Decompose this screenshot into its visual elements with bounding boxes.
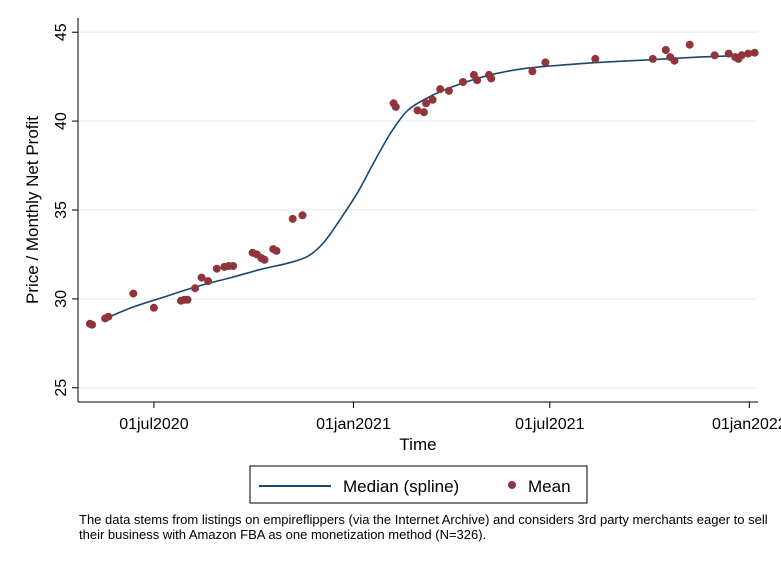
legend-label-mean: Mean — [528, 477, 571, 496]
legend-dot-swatch — [508, 481, 516, 489]
mean-point — [288, 214, 297, 223]
grid-lines — [78, 31, 758, 389]
mean-point — [737, 51, 746, 60]
mean-point — [191, 284, 200, 293]
x-tick-label: 01jul2020 — [119, 416, 189, 433]
footnote: The data stems from listings on empirefl… — [79, 512, 768, 542]
mean-point — [298, 211, 307, 220]
mean-point — [436, 85, 445, 94]
mean-point — [724, 49, 733, 58]
mean-point — [229, 262, 238, 270]
mean-point — [541, 58, 550, 67]
median-spline-line — [101, 54, 752, 321]
mean-point — [413, 106, 422, 115]
mean-point — [459, 78, 467, 86]
mean-series — [85, 40, 759, 329]
mean-point — [487, 74, 496, 83]
y-tick-label: 30 — [53, 290, 70, 308]
y-tick-label: 40 — [53, 112, 70, 130]
mean-point — [129, 289, 138, 298]
mean-point — [422, 99, 431, 108]
mean-point — [648, 54, 657, 63]
mean-point — [391, 102, 400, 111]
legend-box — [249, 465, 588, 504]
mean-point — [750, 48, 759, 57]
mean-point — [272, 246, 281, 255]
y-tick-label: 35 — [53, 201, 70, 219]
legend-label-median: Median (spline) — [343, 477, 459, 496]
x-axis-title: Time — [399, 435, 436, 454]
mean-point — [670, 56, 679, 65]
mean-point — [212, 264, 221, 273]
mean-point — [444, 86, 453, 95]
x-ticks: 01jul2020 01jan2021 01jul2021 01jan2022 — [119, 402, 781, 433]
mean-point — [744, 49, 753, 58]
mean-point — [197, 273, 206, 282]
x-tick-label: 01jan2021 — [316, 416, 391, 433]
x-tick-label: 01jan2022 — [712, 416, 781, 433]
mean-point — [591, 54, 600, 63]
mean-point — [183, 295, 192, 304]
y-axis-title: Price / Monthly Net Profit — [23, 116, 42, 304]
mean-point — [88, 320, 97, 329]
y-tick-label: 25 — [53, 379, 70, 397]
mean-point — [661, 46, 670, 54]
mean-point — [473, 76, 482, 85]
x-tick-label: 01jul2021 — [515, 416, 585, 433]
mean-point — [204, 277, 213, 286]
mean-point — [104, 312, 113, 321]
median-spline-series — [101, 54, 752, 321]
mean-point — [528, 67, 537, 76]
mean-point — [710, 51, 719, 60]
mean-point — [149, 303, 158, 312]
mean-point — [260, 255, 269, 264]
mean-point — [428, 95, 437, 104]
mean-point — [685, 40, 694, 49]
y-ticks: 25 30 35 40 45 — [53, 23, 78, 397]
mean-point — [420, 108, 428, 117]
legend: Median (spline) Mean — [249, 465, 588, 504]
y-tick-label: 45 — [53, 23, 70, 41]
